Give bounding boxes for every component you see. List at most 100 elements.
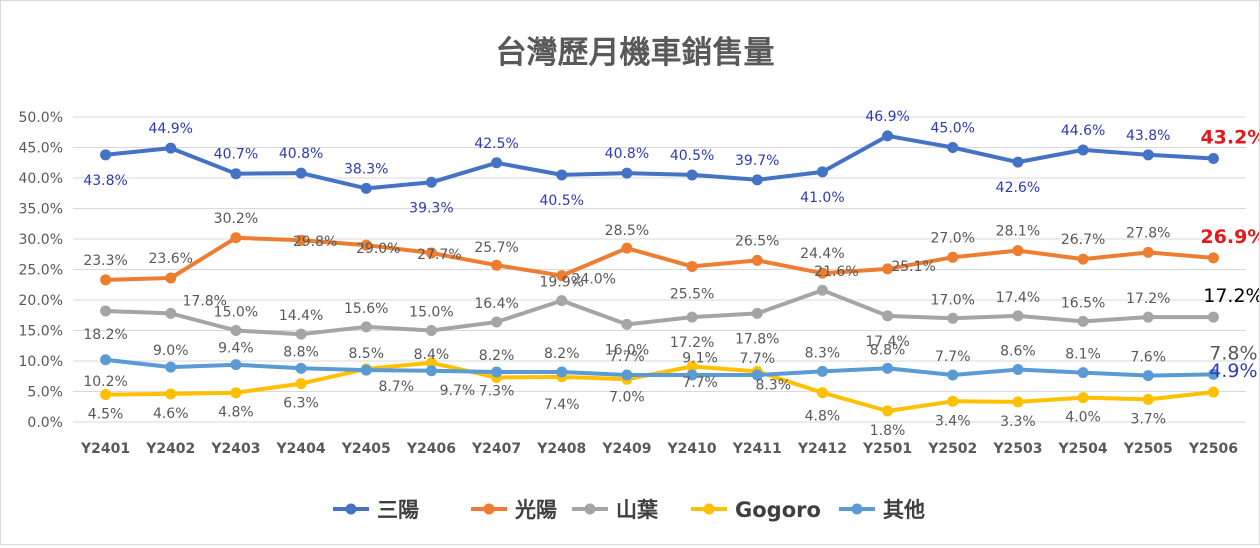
data-point bbox=[360, 321, 372, 333]
x-tick-label: Y2401 bbox=[80, 441, 130, 457]
data-label: 15.0% bbox=[409, 305, 453, 321]
x-tick-label: Y2501 bbox=[862, 441, 912, 457]
x-tick-label: Y2411 bbox=[732, 441, 782, 457]
data-point bbox=[100, 274, 112, 286]
data-label: 7.3% bbox=[479, 383, 515, 399]
data-label: 27.8% bbox=[1126, 225, 1170, 241]
data-label: 4.8% bbox=[218, 405, 254, 421]
data-point bbox=[491, 316, 503, 328]
y-tick-label: 25.0% bbox=[19, 263, 63, 279]
data-point bbox=[230, 325, 242, 336]
x-tick-label: Y2502 bbox=[927, 441, 977, 457]
data-label: 15.0% bbox=[214, 305, 258, 321]
data-point bbox=[947, 369, 959, 381]
data-point bbox=[165, 307, 177, 319]
x-tick-label: Y2404 bbox=[276, 441, 326, 457]
data-point bbox=[295, 167, 307, 179]
data-point bbox=[1077, 367, 1089, 379]
data-point bbox=[1077, 315, 1089, 327]
x-tick-label: Y2505 bbox=[1123, 441, 1173, 457]
data-point bbox=[556, 295, 568, 307]
data-point bbox=[360, 364, 372, 376]
data-label: 17.8% bbox=[735, 331, 779, 347]
y-tick-label: 35.0% bbox=[19, 202, 63, 218]
data-point bbox=[947, 142, 959, 153]
data-label: 24.0% bbox=[572, 272, 616, 288]
data-point bbox=[1012, 310, 1024, 322]
data-point bbox=[491, 259, 503, 271]
data-label: 18.2% bbox=[83, 327, 127, 343]
x-tick-label: Y2410 bbox=[667, 441, 717, 457]
data-label: 17.0% bbox=[931, 292, 975, 308]
data-point bbox=[425, 365, 437, 377]
data-label: 42.5% bbox=[474, 136, 518, 152]
x-tick-label: Y2406 bbox=[406, 441, 456, 457]
data-point bbox=[686, 360, 698, 372]
data-label: 26.9% bbox=[1200, 226, 1259, 248]
data-label: 16.5% bbox=[1061, 295, 1105, 311]
legend-label: Gogoro bbox=[735, 498, 821, 522]
data-point bbox=[1142, 393, 1154, 405]
data-label: 3.3% bbox=[1000, 414, 1036, 430]
legend-marker bbox=[345, 503, 357, 515]
data-point bbox=[100, 149, 112, 161]
x-tick-label: Y2405 bbox=[341, 441, 391, 457]
data-point bbox=[491, 366, 503, 378]
data-label: 9.7% bbox=[440, 383, 476, 399]
data-label: 28.5% bbox=[605, 223, 649, 239]
data-label: 1.8% bbox=[870, 423, 906, 439]
data-point bbox=[295, 328, 307, 340]
data-label: 27.0% bbox=[931, 230, 975, 246]
data-point bbox=[425, 325, 437, 336]
data-point bbox=[100, 389, 112, 401]
x-tick-label: Y2409 bbox=[601, 441, 651, 457]
y-tick-label: 45.0% bbox=[19, 141, 63, 157]
data-point bbox=[751, 307, 763, 319]
data-label: 43.8% bbox=[83, 173, 127, 189]
data-label: 40.5% bbox=[670, 148, 714, 164]
data-point bbox=[1207, 152, 1219, 164]
data-label: 17.2% bbox=[1126, 291, 1170, 307]
data-point bbox=[425, 176, 437, 188]
data-label: 8.3% bbox=[755, 377, 791, 393]
data-point bbox=[1142, 370, 1154, 382]
data-point bbox=[295, 234, 307, 246]
data-point bbox=[230, 359, 242, 371]
data-label: 23.6% bbox=[149, 251, 193, 267]
x-tick-label: Y2403 bbox=[210, 441, 260, 457]
data-label: 9.4% bbox=[218, 341, 254, 357]
y-tick-label: 10.0% bbox=[19, 354, 63, 370]
data-point bbox=[621, 242, 633, 254]
data-label: 8.4% bbox=[414, 347, 450, 363]
data-point bbox=[882, 310, 894, 322]
data-label: 26.7% bbox=[1061, 232, 1105, 248]
data-point bbox=[621, 318, 633, 330]
data-label: 25.5% bbox=[670, 286, 714, 302]
data-point bbox=[751, 174, 763, 186]
data-point bbox=[947, 312, 959, 324]
data-label: 44.9% bbox=[149, 121, 193, 137]
x-tick-label: Y2503 bbox=[992, 441, 1042, 457]
data-point bbox=[882, 405, 894, 417]
data-label: 7.8% bbox=[1209, 342, 1257, 364]
data-label: 8.1% bbox=[1065, 347, 1101, 363]
data-label: 4.6% bbox=[153, 406, 189, 422]
data-label: 7.6% bbox=[1130, 350, 1166, 366]
x-tick-label: Y2504 bbox=[1058, 441, 1108, 457]
data-label: 6.3% bbox=[283, 396, 319, 412]
data-point bbox=[491, 157, 503, 169]
x-tick-label: Y2412 bbox=[797, 441, 847, 457]
data-point bbox=[165, 361, 177, 373]
data-point bbox=[1142, 149, 1154, 161]
data-label: 40.7% bbox=[214, 147, 258, 163]
data-point bbox=[686, 311, 698, 323]
data-point bbox=[816, 267, 828, 279]
data-point bbox=[230, 232, 242, 244]
data-label: 8.3% bbox=[805, 345, 841, 361]
data-point bbox=[1207, 311, 1219, 323]
chart-title: 台灣歷月機車銷售量 bbox=[496, 35, 775, 71]
data-point bbox=[425, 247, 437, 259]
data-label: 17.2% bbox=[670, 335, 714, 351]
data-point bbox=[230, 387, 242, 399]
